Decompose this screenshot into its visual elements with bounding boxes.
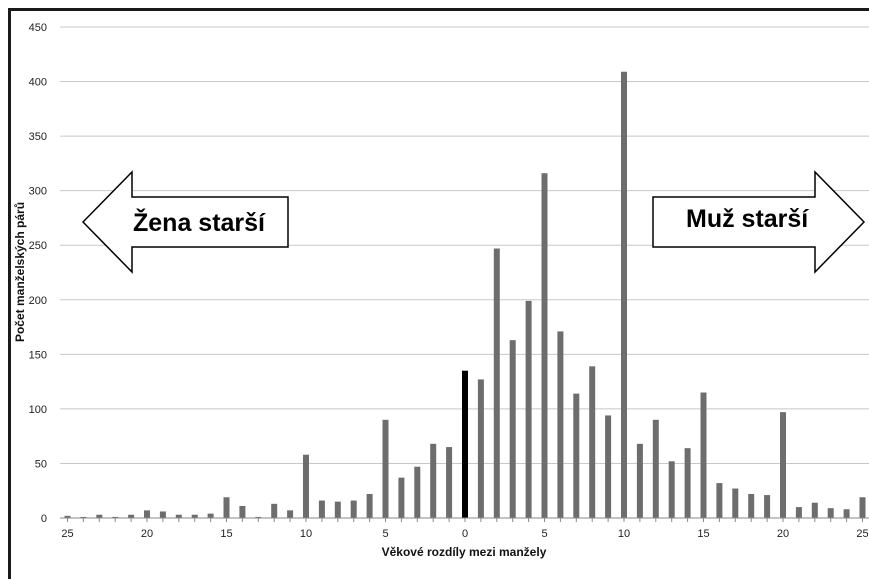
bar-0: [462, 370, 468, 518]
bar-10: [621, 71, 627, 518]
x-tick-label: 5: [382, 528, 388, 540]
y-tick-label: 100: [29, 404, 47, 416]
chart-frame: [8, 8, 869, 579]
bar-m17: [191, 514, 198, 518]
arrow-right-man-older: Muž starší: [652, 170, 866, 274]
bars: [64, 71, 866, 519]
x-tick-label: 15: [697, 528, 709, 540]
x-tick-label: 25: [856, 528, 868, 540]
bar-23: [827, 508, 834, 518]
bar-2: [493, 248, 500, 519]
y-tick-label: 150: [29, 349, 47, 361]
x-tick-label: 10: [300, 528, 312, 540]
y-tick-label: 300: [29, 186, 47, 198]
bar-21: [795, 507, 802, 518]
bar-m6: [366, 493, 373, 518]
bar-m11: [287, 510, 294, 518]
y-tick-label: 200: [29, 295, 47, 307]
x-tick-label: 0: [462, 528, 468, 540]
bar-6: [557, 331, 564, 518]
x-tick-label: 20: [777, 528, 789, 540]
bar-15: [700, 392, 707, 518]
x-axis-ticks: 25 20 15 10 5 0 5 10 15 20 25: [61, 518, 869, 540]
bar-m3: [414, 466, 421, 518]
bar-13: [668, 461, 675, 518]
x-tick-label: 10: [618, 528, 630, 540]
bar-18: [748, 493, 755, 518]
bar-9: [605, 415, 612, 518]
bar-m16: [207, 513, 214, 518]
bar-m22: [112, 516, 119, 518]
bar-12: [652, 419, 659, 518]
arrow-left-woman-older: Žena starší: [81, 170, 289, 274]
x-tick-label: 5: [541, 528, 547, 540]
x-axis-title: Věkové rozdíly mezi manžely: [382, 545, 547, 559]
bar-19: [764, 495, 771, 518]
bar-22: [811, 502, 818, 518]
y-tick-label: 0: [41, 513, 47, 525]
bar-m13: [255, 516, 262, 518]
bar-m4: [398, 477, 405, 518]
bar-m21: [128, 514, 135, 518]
bar-m1: [446, 447, 453, 518]
bar-m2: [430, 443, 437, 518]
bar-5: [541, 173, 548, 518]
bar-1: [477, 379, 484, 518]
y-tick-label: 250: [29, 240, 47, 252]
bar-16: [716, 483, 723, 518]
bar-4: [525, 300, 532, 518]
y-axis-ticks: 0 50 100 150 200 250 300 350 400 450: [29, 22, 47, 525]
bar-m14: [239, 505, 246, 518]
bar-m10: [303, 454, 309, 518]
y-tick-label: 400: [29, 77, 47, 89]
bar-17: [732, 488, 739, 518]
y-tick-label: 450: [29, 22, 47, 34]
bar-m25: [64, 515, 71, 518]
x-tick-label: 15: [220, 528, 232, 540]
annotation-left: Žena starší: [133, 207, 266, 237]
annotation-right: Muž starší: [686, 205, 809, 233]
bar-m15: [223, 497, 230, 518]
bar-m24: [80, 516, 87, 518]
bar-24: [843, 509, 850, 518]
bar-14: [684, 448, 691, 518]
bar-m12: [271, 503, 278, 518]
bar-8: [589, 366, 596, 518]
bar-m20: [144, 510, 150, 518]
bar-7: [573, 393, 580, 518]
bar-m18: [175, 514, 182, 518]
bar-25: [859, 497, 866, 518]
bar-m19: [159, 511, 166, 518]
y-axis-title: Počet manželských párů: [13, 202, 27, 342]
bar-m7: [350, 500, 357, 518]
x-tick-label: 20: [141, 528, 153, 540]
bar-3: [509, 340, 516, 518]
bar-m9: [318, 500, 325, 518]
y-tick-label: 50: [35, 458, 47, 470]
bar-11: [636, 443, 643, 518]
bar-20: [780, 412, 786, 518]
bar-m23: [96, 514, 103, 518]
bar-m8: [334, 501, 341, 518]
x-tick-label: 25: [61, 528, 73, 540]
bar-m5: [382, 419, 389, 518]
y-tick-label: 350: [29, 131, 47, 143]
